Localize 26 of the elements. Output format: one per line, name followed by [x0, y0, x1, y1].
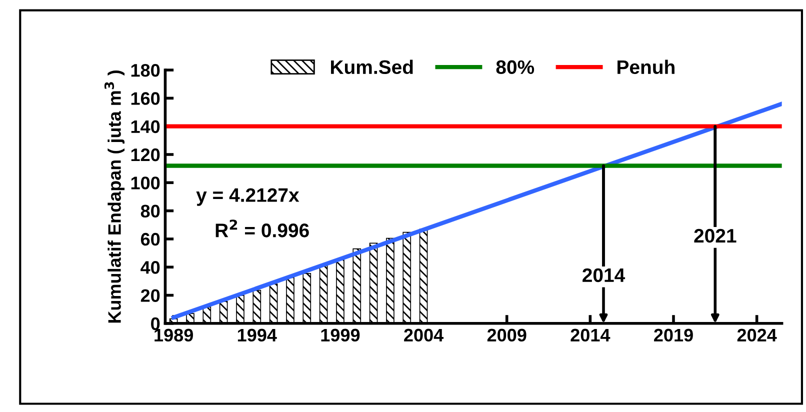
y-tick-label: 180: [131, 64, 160, 77]
annotation: R$^{2}$ = 0.996: [216, 220, 309, 238]
y-tick-label: 100: [131, 176, 160, 190]
y-tick-label: 40: [140, 261, 160, 274]
x-tick-label: 2009: [487, 328, 526, 342]
x-tick-label: 2019: [654, 328, 693, 342]
x-tick-label: 1999: [321, 328, 360, 342]
y-tick-label: 140: [131, 120, 160, 134]
y-tick-label: 20: [140, 289, 160, 302]
x-tick-label: 1994: [238, 328, 277, 342]
x-tick-label: 2014: [570, 328, 610, 342]
legend-label: Penuh: [618, 60, 674, 74]
y-axis-title: Kumulatif Endapan ( juta m$^{3}$ ): [104, 70, 125, 323]
y-tick-label: 60: [140, 232, 160, 246]
annotation: 2021: [694, 228, 736, 243]
y-tick-label: 160: [131, 92, 160, 105]
y-tick-label: 80: [140, 204, 160, 218]
x-tick-label: 1989: [154, 328, 193, 342]
x-tick-label: 2024: [737, 328, 777, 342]
legend-label: Kum.Sed: [331, 60, 413, 74]
y-tick-label: 120: [131, 148, 160, 162]
legend-label: 80%: [496, 60, 534, 74]
annotation: y = 4.2127x: [196, 188, 300, 206]
y-tick-label: 0: [151, 317, 160, 330]
x-tick-label: 2004: [404, 328, 444, 342]
annotation: 2014: [582, 268, 626, 282]
